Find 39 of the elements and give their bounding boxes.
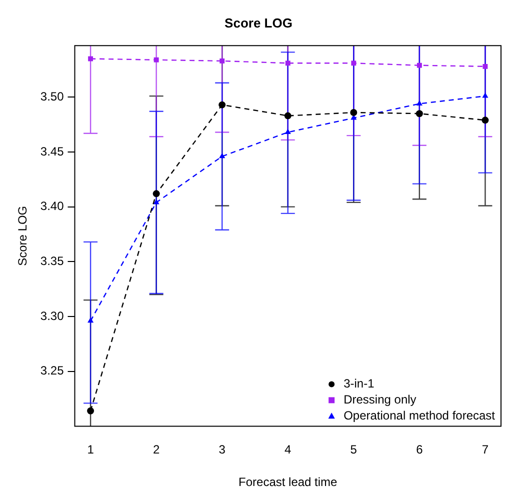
point bbox=[152, 190, 160, 198]
y-tick-label: 3.50 bbox=[40, 89, 64, 104]
x-tick-label: 6 bbox=[416, 442, 424, 457]
y-tick-label: 3.25 bbox=[40, 364, 64, 378]
point bbox=[284, 128, 291, 134]
point bbox=[220, 58, 225, 64]
x-axis-title: Forecast lead time bbox=[238, 475, 338, 490]
legend-label: Operational method forecast bbox=[344, 408, 496, 423]
chart-title: Score LOG bbox=[224, 15, 292, 30]
point bbox=[416, 110, 423, 118]
point bbox=[284, 112, 292, 120]
y-tick-label: 3.45 bbox=[40, 144, 64, 158]
point bbox=[88, 56, 94, 62]
point bbox=[482, 64, 488, 69]
y-axis-title: Score LOG bbox=[16, 206, 30, 266]
legend-label: 3-in-1 bbox=[344, 376, 375, 391]
point bbox=[482, 92, 488, 98]
x-tick-label: 7 bbox=[482, 442, 489, 457]
x-tick-label: 1 bbox=[87, 442, 94, 457]
point bbox=[285, 60, 290, 66]
legend-label: Dressing only bbox=[344, 392, 416, 407]
point bbox=[154, 57, 159, 62]
point bbox=[153, 198, 160, 204]
point bbox=[88, 317, 94, 323]
point bbox=[482, 116, 489, 124]
point bbox=[218, 101, 226, 108]
point bbox=[219, 152, 226, 158]
point bbox=[87, 407, 94, 414]
point bbox=[351, 60, 356, 66]
y-tick-label: 3.35 bbox=[40, 254, 64, 268]
point bbox=[416, 62, 422, 68]
point bbox=[350, 109, 358, 116]
y-tick-label: 3.30 bbox=[40, 308, 64, 323]
point bbox=[416, 100, 422, 106]
x-tick-label: 4 bbox=[284, 442, 292, 457]
y-tick-label: 3.40 bbox=[40, 199, 64, 214]
x-tick-label: 5 bbox=[350, 442, 358, 457]
x-tick-label: 3 bbox=[218, 442, 226, 457]
x-tick-label: 2 bbox=[152, 442, 160, 457]
